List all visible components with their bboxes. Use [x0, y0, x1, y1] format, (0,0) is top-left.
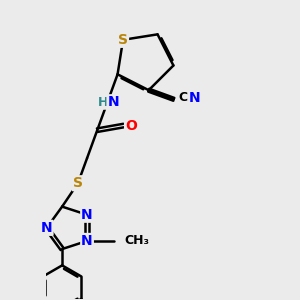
Text: H: H: [98, 96, 108, 109]
Text: C: C: [178, 92, 187, 104]
Text: S: S: [118, 33, 128, 47]
Text: CH₃: CH₃: [124, 234, 149, 248]
Text: N: N: [81, 208, 93, 222]
Text: N: N: [189, 91, 200, 105]
Text: N: N: [107, 95, 119, 109]
Text: S: S: [73, 176, 83, 190]
Text: O: O: [125, 118, 137, 133]
Text: N: N: [41, 221, 52, 235]
Text: N: N: [81, 234, 93, 248]
